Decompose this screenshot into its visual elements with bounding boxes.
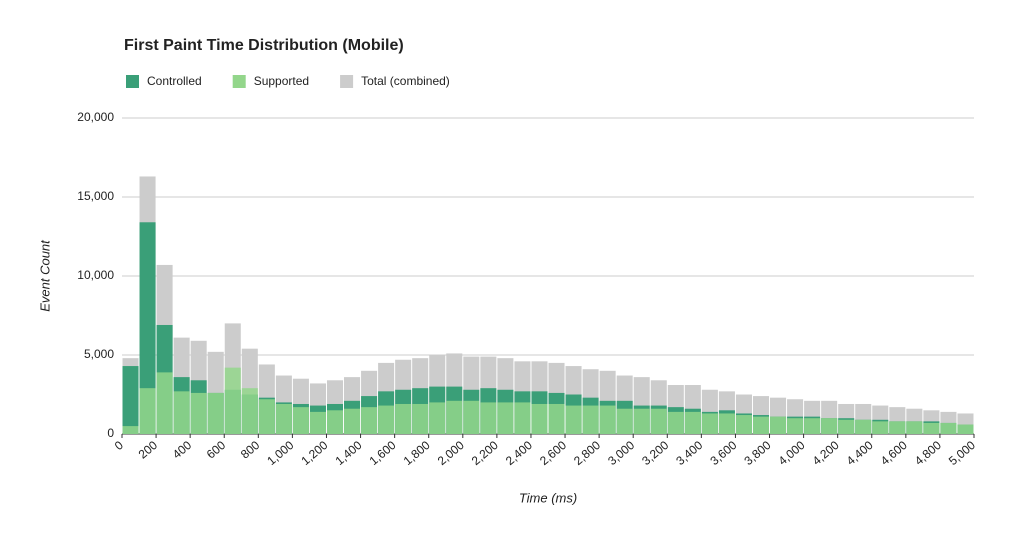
bar xyxy=(429,402,446,434)
bar xyxy=(616,408,633,434)
x-tick-label: 3,400 xyxy=(673,438,705,468)
bar xyxy=(173,391,190,434)
legend-label: Supported xyxy=(254,74,309,88)
x-tick-label: 3,000 xyxy=(605,438,637,468)
legend-swatch xyxy=(340,75,354,88)
bar xyxy=(872,421,889,434)
bar xyxy=(735,415,752,434)
bar xyxy=(821,418,838,434)
x-tick-label: 1,800 xyxy=(401,438,433,468)
bar xyxy=(497,402,514,434)
bar xyxy=(650,408,667,434)
bar xyxy=(718,413,735,434)
bar xyxy=(599,405,616,434)
y-tick-label: 0 xyxy=(107,426,114,440)
x-tick-label: 2,000 xyxy=(435,438,467,468)
x-tick-label: 2,400 xyxy=(503,438,535,468)
x-tick-label: 1,200 xyxy=(298,438,330,468)
bar xyxy=(531,403,548,434)
bar xyxy=(292,407,309,434)
bar xyxy=(514,402,531,434)
bar xyxy=(344,408,361,434)
x-tick-label: 4,000 xyxy=(776,438,808,468)
bar xyxy=(190,392,207,434)
bar xyxy=(804,418,821,434)
bar xyxy=(838,419,855,434)
bar xyxy=(582,405,599,434)
x-tick-label: 1,000 xyxy=(264,438,296,468)
bar xyxy=(480,402,497,434)
x-tick-label: 3,200 xyxy=(639,438,671,468)
bar xyxy=(889,421,906,434)
x-tick-label: 3,800 xyxy=(741,438,773,468)
bar xyxy=(326,410,344,434)
x-tick-label: 2,200 xyxy=(469,438,501,468)
x-tick-label: 1,600 xyxy=(367,438,399,468)
y-tick-label: 20,000 xyxy=(77,110,114,124)
bar xyxy=(395,403,412,434)
bar xyxy=(207,392,224,434)
bar xyxy=(855,419,872,434)
bar xyxy=(309,411,326,434)
bar xyxy=(906,421,923,434)
bar xyxy=(667,411,684,434)
bar xyxy=(122,366,139,434)
bar xyxy=(940,422,957,434)
legend-label: Total (combined) xyxy=(361,74,450,88)
x-tick-label: 5,000 xyxy=(946,438,978,468)
bar xyxy=(770,416,787,434)
bar xyxy=(548,403,565,434)
x-tick-label: 2,800 xyxy=(571,438,603,468)
x-tick-label: 200 xyxy=(136,438,161,462)
bar xyxy=(565,405,582,434)
bar xyxy=(463,400,480,434)
bar xyxy=(139,388,156,434)
x-tick-label: 3,600 xyxy=(707,438,739,468)
x-tick-label: 800 xyxy=(238,438,263,462)
bar xyxy=(701,413,718,434)
legend-label: Controlled xyxy=(147,74,202,88)
x-axis-title: Time (ms) xyxy=(519,490,577,505)
x-tick-label: 4,200 xyxy=(810,438,842,468)
x-tick-label: 600 xyxy=(204,438,229,462)
x-tick-label: 0 xyxy=(112,438,126,453)
x-tick-label: 2,600 xyxy=(537,438,569,468)
bar xyxy=(923,422,940,434)
x-tick-label: 4,400 xyxy=(844,438,876,468)
bar xyxy=(275,403,292,434)
bar xyxy=(684,411,701,434)
x-tick-label: 400 xyxy=(170,438,195,462)
bar xyxy=(156,372,173,434)
bar xyxy=(446,400,463,434)
x-tick-label: 1,400 xyxy=(333,438,365,468)
bar xyxy=(241,388,258,434)
y-axis-title: Event Count xyxy=(37,239,52,312)
x-tick-label: 4,800 xyxy=(912,438,944,468)
legend-swatch xyxy=(232,75,246,88)
bar xyxy=(122,426,139,434)
bar xyxy=(412,403,429,434)
legend-swatch xyxy=(126,75,139,88)
bar xyxy=(139,222,156,434)
bar xyxy=(752,416,770,434)
bar xyxy=(957,424,974,434)
y-tick-label: 10,000 xyxy=(77,268,114,282)
bar xyxy=(787,418,804,434)
y-tick-label: 15,000 xyxy=(77,189,114,203)
bar xyxy=(361,407,378,434)
x-tick-label: 4,600 xyxy=(878,438,910,468)
bar xyxy=(378,405,395,434)
bar xyxy=(224,367,241,434)
y-tick-label: 5,000 xyxy=(84,347,114,361)
chart-title: First Paint Time Distribution (Mobile) xyxy=(124,37,404,54)
bar xyxy=(633,408,650,434)
bar xyxy=(258,399,275,434)
